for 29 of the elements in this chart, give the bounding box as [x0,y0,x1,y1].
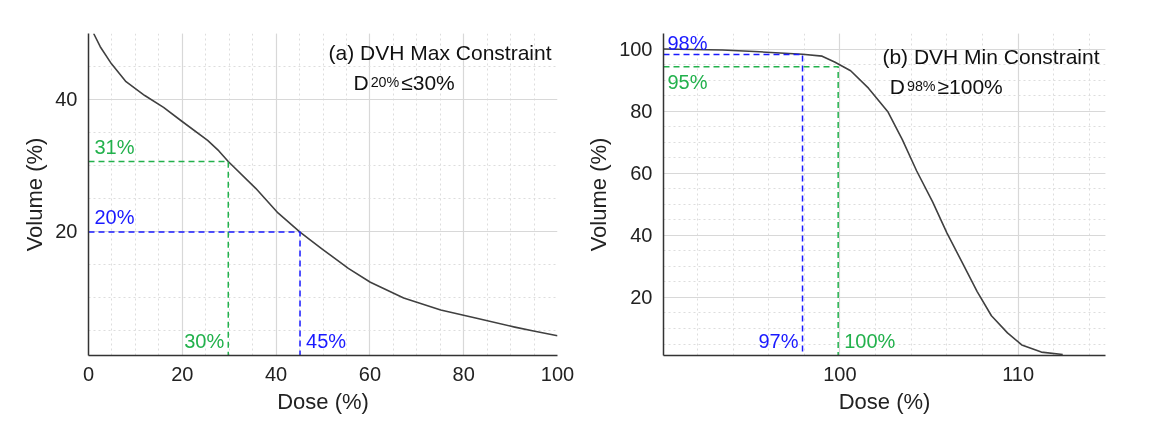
chart-title: (a) DVH Max Constraint [328,40,552,64]
y-tick-label: 80 [630,100,653,123]
x-tick-label: 40 [264,362,288,385]
y-tick-label: 60 [630,162,653,185]
x-tick-label: 60 [358,362,382,385]
y-axis-title: Volume (%) [586,137,612,252]
annotation: 97% [758,329,799,352]
x-tick-label: 100 [540,362,575,385]
x-tick-label: 80 [452,362,475,385]
text: D20%≤30% [353,70,455,94]
annotation: 45% [306,329,347,352]
text: D98%≥100% [889,74,1003,98]
text: (b) DVH Min Constraint [882,44,1100,68]
x-tick-label: 0 [82,362,95,385]
y-tick-label: 20 [630,286,653,309]
annotation: 31% [94,135,135,158]
x-axis-title: Dose (%) [277,388,369,414]
x-tick-label: 20 [171,362,194,385]
y-axis-title: Volume (%) [22,137,48,252]
x-tick-label: 110 [1002,362,1035,385]
annotation: 98% [667,31,708,54]
y-tick-label: 100 [619,38,653,61]
y-tick-label: 40 [630,224,653,247]
annotation: 95% [667,70,708,93]
x-axis-title: Dose (%) [838,388,931,414]
annotation: 20% [94,206,135,229]
annotation: 30% [184,329,225,352]
annotation: 100% [844,329,896,352]
x-tick-label: 100 [823,362,857,385]
